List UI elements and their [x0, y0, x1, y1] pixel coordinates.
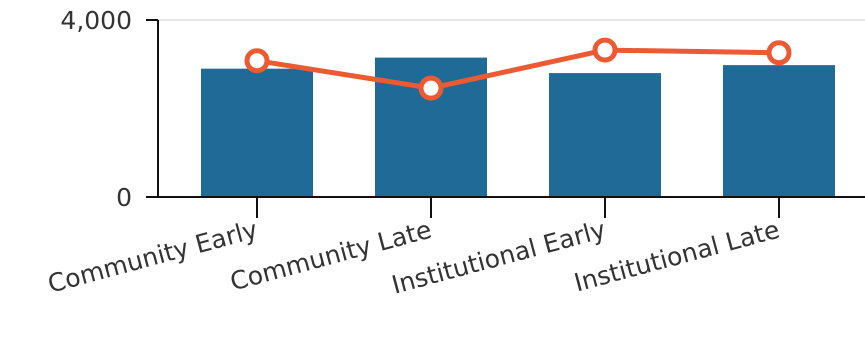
y-axis-ticks: 0 4,000 — [60, 6, 158, 212]
y-tick-label-1: 4,000 — [60, 6, 132, 35]
line-series — [244, 37, 792, 101]
x-tick-label-0: Community Early — [45, 215, 261, 299]
line-point-3 — [766, 40, 792, 66]
line-path — [256, 47, 780, 91]
bar-3 — [723, 65, 835, 197]
bar-0 — [201, 68, 313, 197]
line-point-0 — [244, 48, 270, 74]
line-point-1 — [418, 75, 444, 101]
bar-2 — [549, 73, 661, 197]
bar-series — [201, 57, 835, 197]
y-tick-label-0: 0 — [116, 183, 132, 212]
line-point-2 — [592, 37, 618, 63]
